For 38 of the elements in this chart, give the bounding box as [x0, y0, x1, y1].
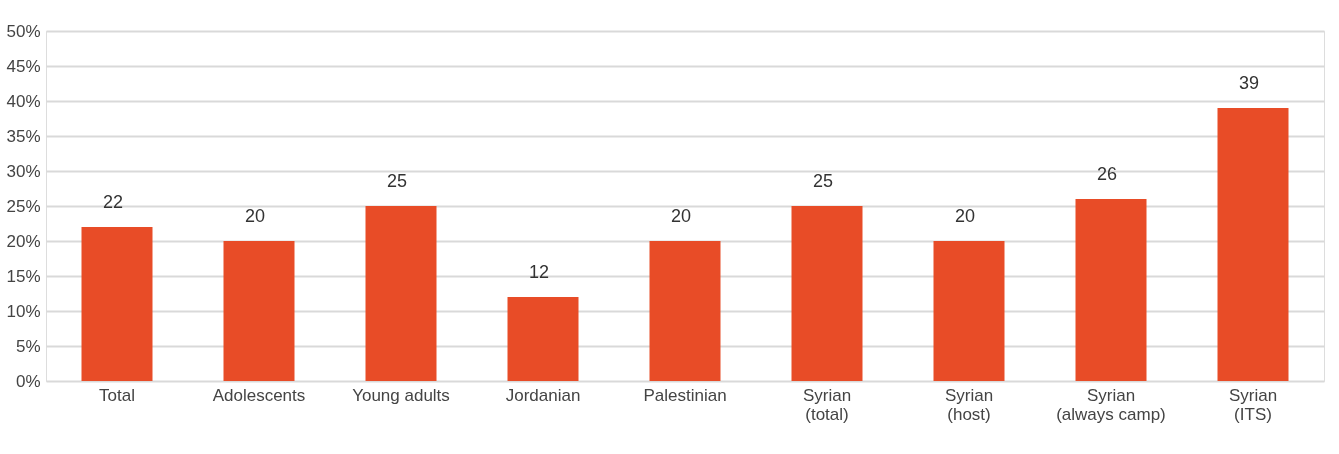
data-label: 39 [1238, 73, 1260, 93]
bar [81, 227, 153, 381]
y-tick-label: 5% [15, 336, 41, 356]
data-label: 20 [244, 206, 266, 226]
bar [365, 206, 437, 381]
x-tick-label: Palestinian [643, 385, 727, 405]
x-tick-label: Jordanian [505, 385, 581, 405]
data-label: 25 [386, 171, 408, 191]
x-tick-label: Syrian (always camp) [1056, 385, 1166, 424]
y-tick-label: 0% [15, 371, 41, 391]
y-tick-label: 15% [6, 266, 41, 286]
x-tick-label: Syrian (host) [944, 385, 994, 424]
data-label: 12 [528, 262, 550, 282]
data-label: 22 [102, 192, 124, 212]
data-label: 26 [1096, 164, 1118, 184]
y-tick-label: 50% [6, 21, 41, 41]
y-tick-label: 20% [6, 231, 41, 251]
bar [223, 241, 295, 381]
bar [1217, 108, 1289, 381]
bar [791, 206, 863, 381]
x-tick-label: Syrian (ITS) [1228, 385, 1278, 424]
x-tick-label: Young adults [352, 385, 450, 405]
x-tick-label: Adolescents [212, 385, 306, 405]
y-tick-label: 35% [6, 126, 41, 146]
x-tick-label: Syrian (total) [802, 385, 852, 424]
x-tick-label: Total [99, 385, 135, 405]
y-tick-label: 25% [6, 196, 41, 216]
data-label: 25 [812, 171, 834, 191]
data-label: 20 [670, 206, 692, 226]
data-label: 20 [954, 206, 976, 226]
y-tick-label: 40% [6, 91, 41, 111]
bar [649, 241, 721, 381]
y-tick-label: 45% [6, 56, 41, 76]
bar [1075, 199, 1147, 381]
y-tick-label: 10% [6, 301, 41, 321]
y-tick-label: 30% [6, 161, 41, 181]
bar [507, 297, 579, 381]
bar [933, 241, 1005, 381]
